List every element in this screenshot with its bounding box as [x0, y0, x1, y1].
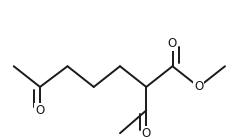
- Text: O: O: [142, 127, 151, 138]
- Text: O: O: [194, 80, 203, 93]
- Text: O: O: [36, 104, 44, 117]
- Text: O: O: [168, 37, 177, 50]
